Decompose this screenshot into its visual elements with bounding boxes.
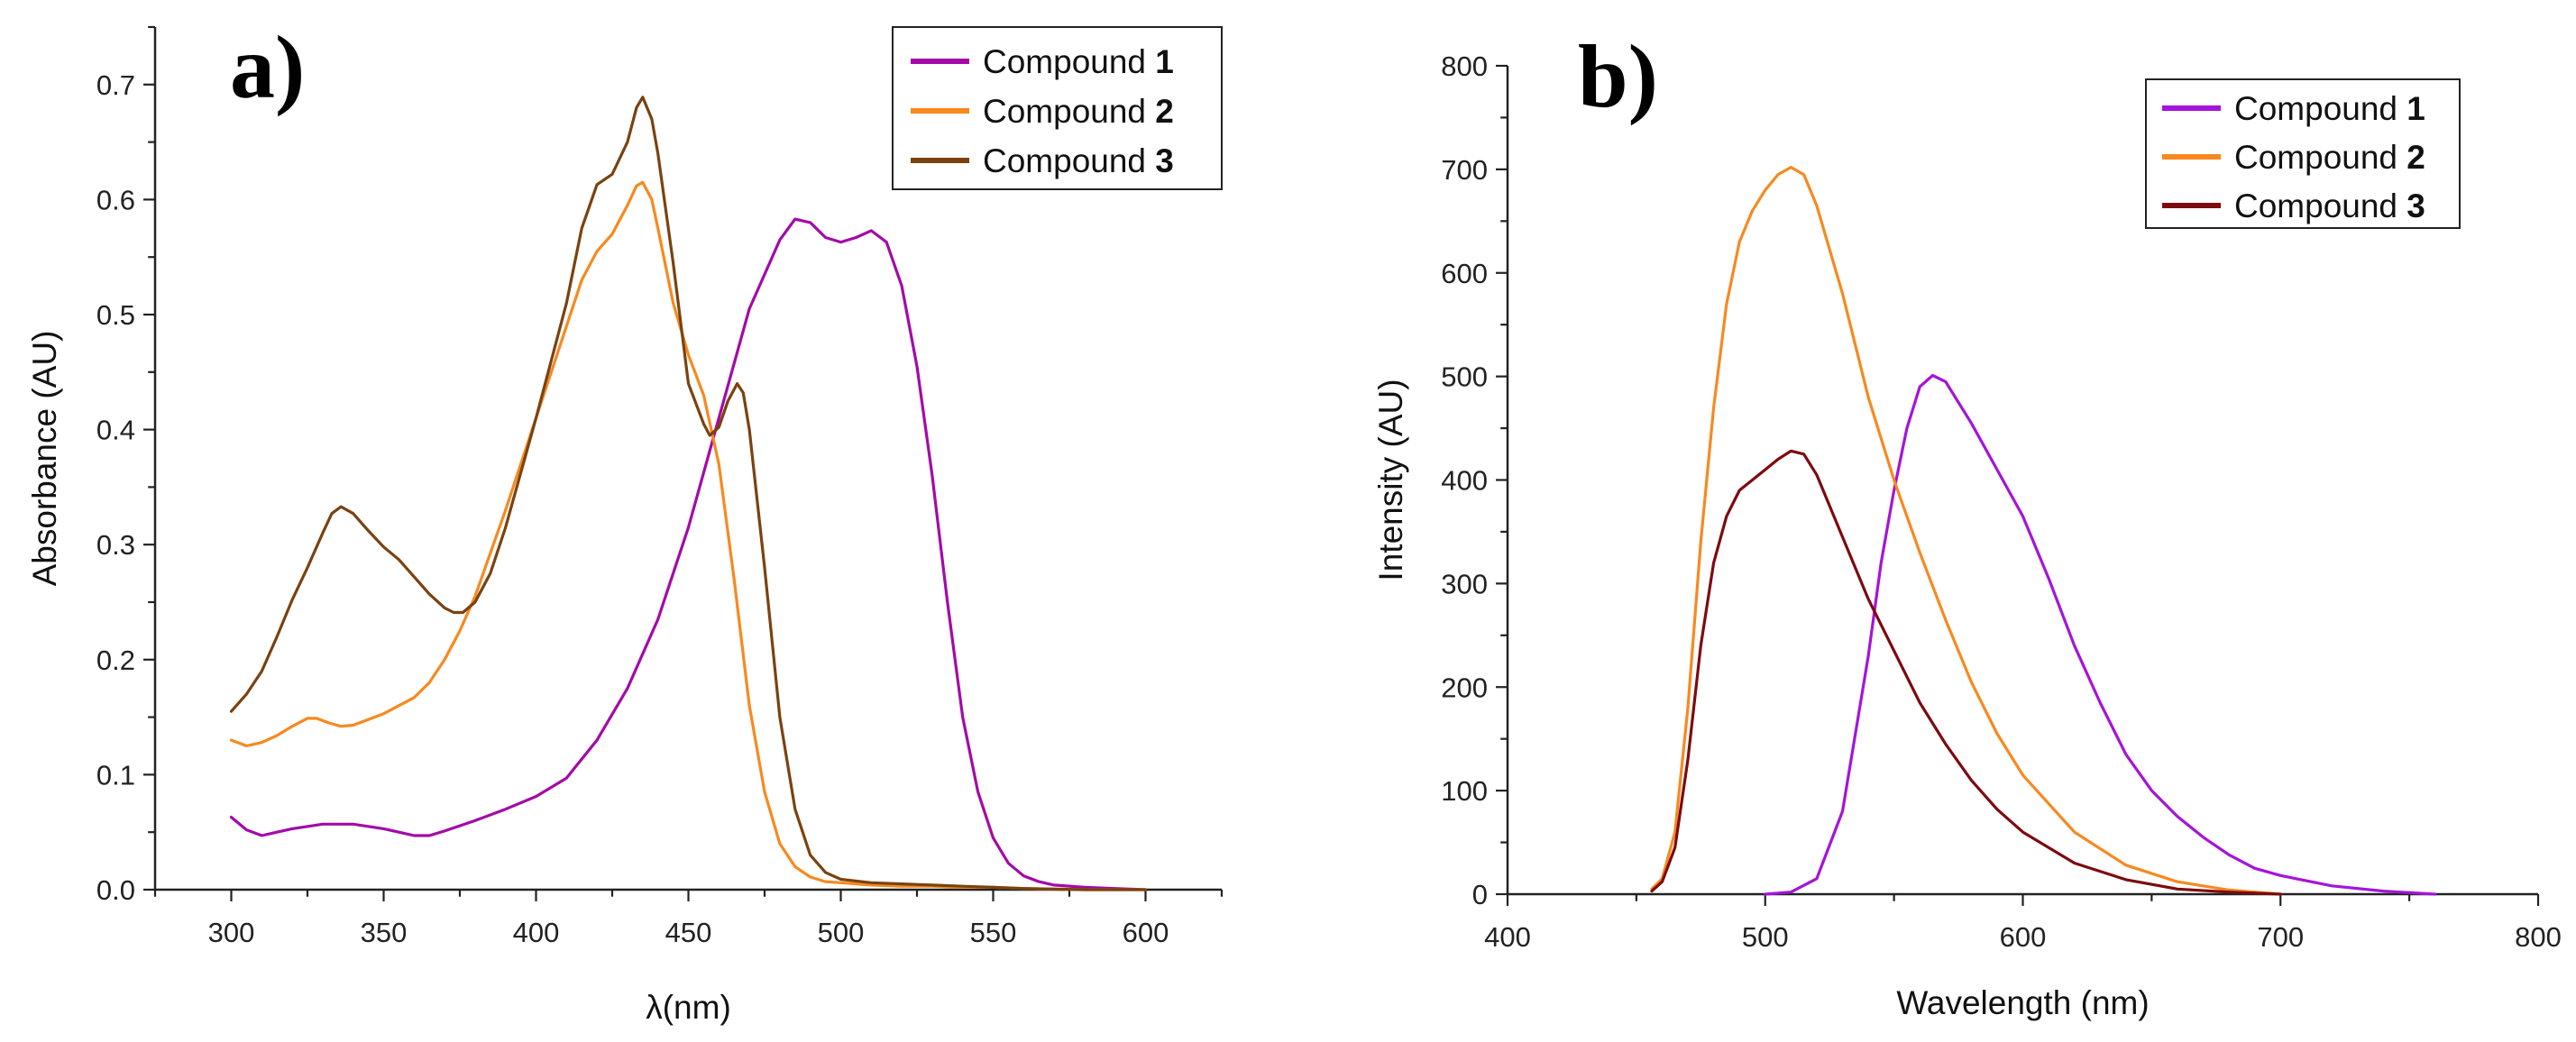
x-tick-label: 350 xyxy=(361,917,408,948)
y-tick-label: 0 xyxy=(1472,879,1488,910)
x-axis-title: λ(nm) xyxy=(646,989,731,1026)
y-axis-title: Intensity (AU) xyxy=(1372,379,1409,580)
series-line-compound-2 xyxy=(229,180,1148,891)
y-tick-label: 100 xyxy=(1441,775,1488,807)
y-tick-label: 0.5 xyxy=(96,299,135,331)
legend: Compound 1 Compound 2 Compound 3 xyxy=(2145,78,2461,229)
y-tick-label: 0.1 xyxy=(96,759,135,791)
x-tick-label: 700 xyxy=(2257,921,2304,953)
x-tick-label: 500 xyxy=(818,917,865,948)
series-line-compound-3 xyxy=(229,96,1148,891)
chart-panel-1: 300 350 400 450 500 550 600 0.0 0.1 0.2 0.3 0.4 0.5 0… xyxy=(26,17,1224,1026)
legend-label-compound-2: Compound 2 xyxy=(2234,139,2425,176)
y-axis-title: Absorbance (AU) xyxy=(26,331,63,587)
legend-label-compound-2: Compound 2 xyxy=(983,93,1174,130)
x-axis-title: Wavelength (nm) xyxy=(1896,984,2149,1021)
y-tick-label: 0.0 xyxy=(96,874,135,906)
y-tick-label: 400 xyxy=(1441,465,1488,497)
legend: Compound 1 Compound 2 Compound 3 xyxy=(892,26,1223,190)
y-tick-label: 0.4 xyxy=(96,415,135,446)
x-tick-label: 600 xyxy=(1123,917,1169,948)
panel-label: a) xyxy=(230,17,305,117)
x-tick-label: 400 xyxy=(513,917,560,948)
y-tick-label: 800 xyxy=(1441,50,1488,82)
series-line-compound-2 xyxy=(1650,166,2282,896)
legend-label-compound-1: Compound 1 xyxy=(2234,90,2425,127)
y-tick-label: 0.3 xyxy=(96,529,135,561)
chart-panel-2: 400 500 600 700 800 0 100 200 300 400 500 600 700 800… xyxy=(1372,26,2562,1021)
legend-label-compound-3: Compound 3 xyxy=(2234,187,2425,224)
y-tick-label: 0.6 xyxy=(96,184,135,215)
x-tick-label: 300 xyxy=(208,917,255,948)
y-tick-label: 700 xyxy=(1441,154,1488,186)
y-tick-label: 300 xyxy=(1441,568,1488,599)
legend-label-compound-3: Compound 3 xyxy=(983,142,1174,179)
y-tick-label: 0.2 xyxy=(96,644,135,676)
legend-label-compound-1: Compound 1 xyxy=(983,43,1174,80)
y-tick-label: 500 xyxy=(1441,361,1488,393)
x-tick-label: 550 xyxy=(970,917,1017,948)
y-tick-label: 0.7 xyxy=(96,69,135,101)
x-tick-label: 800 xyxy=(2515,921,2562,953)
y-tick-label: 600 xyxy=(1441,258,1488,289)
x-tick-label: 600 xyxy=(2000,921,2047,953)
x-tick-label: 400 xyxy=(1484,921,1531,953)
series-line-compound-1 xyxy=(1764,373,2437,896)
panel-label: b) xyxy=(1578,26,1658,126)
series-line-compound-1 xyxy=(229,217,1148,891)
x-tick-label: 450 xyxy=(665,917,712,948)
y-tick-label: 200 xyxy=(1441,672,1488,703)
series-line-compound-3 xyxy=(1650,449,2282,896)
x-tick-label: 500 xyxy=(1742,921,1789,953)
